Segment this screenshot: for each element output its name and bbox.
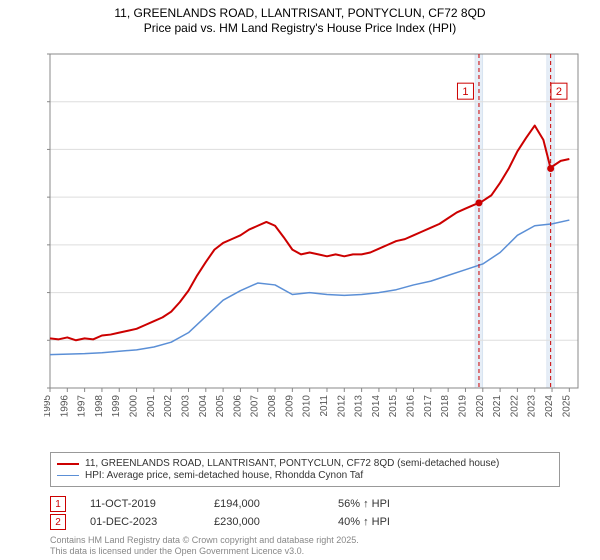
footer-line-2: This data is licensed under the Open Gov…	[50, 546, 359, 557]
svg-text:1995: 1995	[44, 395, 53, 418]
svg-text:1996: 1996	[59, 395, 70, 418]
svg-text:1998: 1998	[94, 395, 105, 418]
svg-text:1999: 1999	[111, 395, 122, 418]
marker-badge: 1	[50, 496, 66, 512]
svg-text:2013: 2013	[354, 395, 365, 418]
footer-line-1: Contains HM Land Registry data © Crown c…	[50, 535, 359, 546]
svg-text:2017: 2017	[423, 395, 434, 418]
marker-badge: 2	[50, 514, 66, 530]
svg-text:2018: 2018	[440, 395, 451, 418]
legend-swatch	[57, 463, 79, 465]
legend-label: 11, GREENLANDS ROAD, LLANTRISANT, PONTYC…	[85, 458, 499, 469]
svg-text:1: 1	[462, 86, 468, 98]
marker-date: 01-DEC-2023	[90, 516, 190, 528]
svg-text:2000: 2000	[129, 395, 140, 418]
svg-text:2021: 2021	[492, 395, 503, 418]
svg-text:2002: 2002	[163, 395, 174, 418]
marker-price: £230,000	[214, 516, 314, 528]
svg-text:2007: 2007	[250, 395, 261, 418]
svg-text:2019: 2019	[457, 395, 468, 418]
marker-row: 2 01-DEC-2023 £230,000 40% ↑ HPI	[50, 514, 438, 530]
marker-row: 1 11-OCT-2019 £194,000 56% ↑ HPI	[50, 496, 438, 512]
svg-text:2005: 2005	[215, 395, 226, 418]
legend-item: 11, GREENLANDS ROAD, LLANTRISANT, PONTYC…	[57, 458, 553, 469]
svg-text:2: 2	[556, 86, 562, 98]
title-line-2: Price paid vs. HM Land Registry's House …	[0, 21, 600, 36]
svg-text:2011: 2011	[319, 395, 330, 417]
marker-hpi: 56% ↑ HPI	[338, 498, 438, 510]
svg-text:2023: 2023	[527, 395, 538, 418]
footer: Contains HM Land Registry data © Crown c…	[50, 535, 359, 558]
svg-text:2016: 2016	[406, 395, 417, 418]
svg-text:2006: 2006	[232, 395, 243, 418]
marker-price: £194,000	[214, 498, 314, 510]
legend: 11, GREENLANDS ROAD, LLANTRISANT, PONTYC…	[50, 452, 560, 487]
svg-text:2024: 2024	[544, 395, 555, 418]
svg-text:2022: 2022	[509, 395, 520, 418]
legend-item: HPI: Average price, semi-detached house,…	[57, 470, 553, 481]
title-line-1: 11, GREENLANDS ROAD, LLANTRISANT, PONTYC…	[0, 6, 600, 21]
svg-text:2004: 2004	[198, 395, 209, 418]
svg-text:2014: 2014	[371, 395, 382, 418]
svg-text:1997: 1997	[77, 395, 88, 418]
marker-date: 11-OCT-2019	[90, 498, 190, 510]
svg-text:2003: 2003	[180, 395, 191, 418]
legend-swatch	[57, 475, 79, 476]
svg-text:2008: 2008	[267, 395, 278, 418]
svg-text:2010: 2010	[302, 395, 313, 418]
svg-text:2012: 2012	[336, 395, 347, 418]
legend-label: HPI: Average price, semi-detached house,…	[85, 470, 363, 481]
svg-text:2001: 2001	[146, 395, 157, 418]
svg-text:2020: 2020	[475, 395, 486, 418]
svg-text:2009: 2009	[284, 395, 295, 418]
svg-text:2015: 2015	[388, 395, 399, 418]
chart-title-block: 11, GREENLANDS ROAD, LLANTRISANT, PONTYC…	[0, 0, 600, 36]
price-chart: £0£50K£100K£150K£200K£250K£300K£350K1995…	[44, 48, 584, 418]
marker-hpi: 40% ↑ HPI	[338, 516, 438, 528]
svg-text:2025: 2025	[561, 395, 572, 418]
marker-table: 1 11-OCT-2019 £194,000 56% ↑ HPI 2 01-DE…	[50, 494, 438, 532]
